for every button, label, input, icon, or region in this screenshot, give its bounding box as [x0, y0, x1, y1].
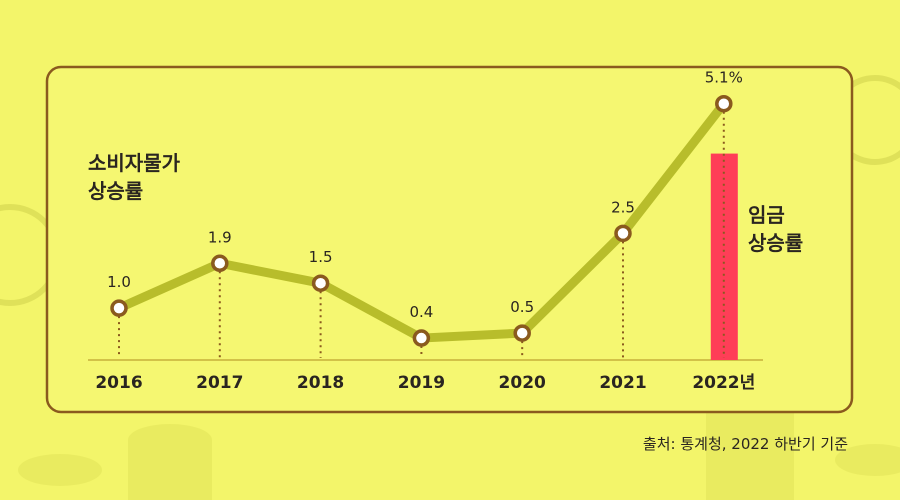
- x-tick-label: 2018: [297, 373, 344, 393]
- x-tick-label: 2022년: [692, 373, 755, 393]
- data-point: [513, 324, 531, 342]
- cpi-label-line2: 상승률: [88, 179, 143, 203]
- data-point: [211, 254, 229, 273]
- x-tick-label: 2016: [95, 373, 142, 393]
- cpi-label-line1: 소비자물가: [88, 151, 181, 175]
- coin-stack-icon: [128, 440, 212, 500]
- x-tick-label: 2020: [499, 373, 546, 393]
- data-label: 1.9: [208, 228, 232, 246]
- chart-card: [45, 65, 854, 414]
- data-point: [110, 299, 128, 317]
- data-label: 0.4: [409, 303, 433, 321]
- background-coin-decorations: [0, 75, 900, 500]
- coin-stack-icon: [706, 410, 794, 500]
- data-point: [614, 224, 632, 243]
- data-label: 1.0: [107, 273, 131, 291]
- data-label: 2.5: [611, 198, 635, 216]
- wage-label-line2: 상승률: [748, 231, 803, 255]
- x-tick-label: 2017: [196, 373, 243, 393]
- data-point: [412, 329, 431, 347]
- coin-stack-icon: [835, 444, 900, 476]
- wage-label-line1: 임금: [748, 203, 785, 227]
- x-tick-label: 2021: [599, 373, 646, 393]
- data-point: [715, 94, 733, 113]
- data-label: 0.5: [510, 298, 534, 316]
- source-note: 출처: 통계청, 2022 하반기 기준: [643, 435, 848, 453]
- data-label: 5.1%: [705, 69, 743, 87]
- x-tick-label: 2019: [398, 373, 445, 393]
- plot-area: 1.0 1.9 1.5 0.4 0.5 2.5 5.1% 2016 2017 2018 2019 20…: [88, 69, 763, 393]
- data-point: [311, 274, 330, 292]
- coin-stack-icon: [18, 454, 102, 486]
- data-label: 1.5: [309, 248, 333, 266]
